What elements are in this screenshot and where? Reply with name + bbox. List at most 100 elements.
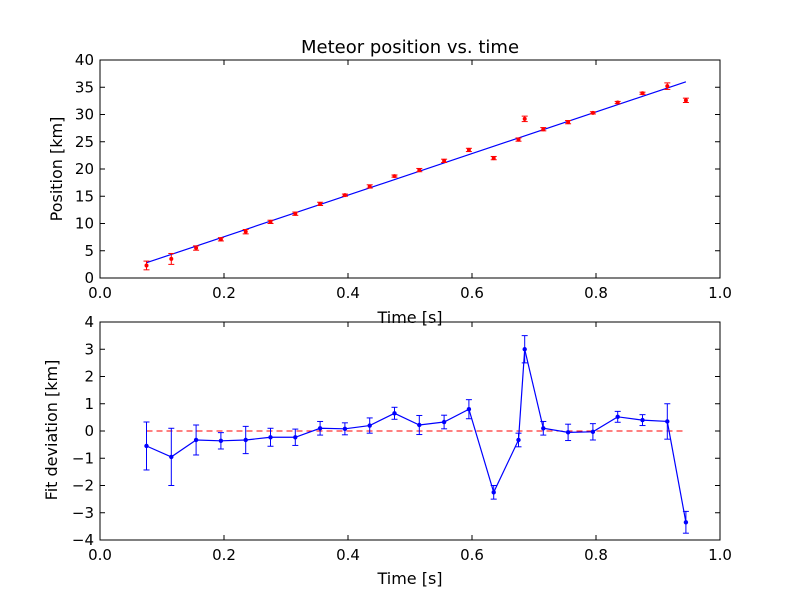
point-marker xyxy=(342,426,348,432)
ytick-label: −2 xyxy=(72,477,94,495)
point-marker xyxy=(441,419,447,425)
ytick-label: 2 xyxy=(84,368,94,386)
xtick-label: 0.0 xyxy=(88,284,112,302)
data-point xyxy=(465,399,472,420)
data-point xyxy=(682,97,689,104)
data-point xyxy=(242,425,249,455)
position-yticks: 0 5 10 15 20 25 30 35 40 xyxy=(75,51,720,287)
point-marker xyxy=(665,419,670,424)
data-point xyxy=(441,158,448,163)
data-point xyxy=(267,219,274,224)
data-point xyxy=(540,420,547,436)
xtick-label: 0.2 xyxy=(212,546,236,564)
point-marker xyxy=(491,490,496,495)
point-marker xyxy=(318,201,323,206)
point-marker xyxy=(683,98,688,103)
data-point xyxy=(292,211,299,216)
data-point xyxy=(614,410,621,423)
ytick-label: 40 xyxy=(75,51,94,69)
point-marker xyxy=(683,520,689,525)
point-marker xyxy=(466,147,471,152)
point-marker xyxy=(590,429,596,435)
data-point xyxy=(317,420,324,436)
ytick-label: 10 xyxy=(75,215,94,233)
data-point xyxy=(521,115,528,123)
point-marker xyxy=(169,256,174,261)
data-point xyxy=(217,432,224,450)
point-marker xyxy=(392,174,397,179)
ytick-label: 30 xyxy=(75,106,94,124)
ytick-label: 1 xyxy=(84,395,94,413)
position-xticks: 0.0 0.2 0.4 0.6 0.8 1.0 xyxy=(88,60,732,302)
data-point xyxy=(682,510,689,534)
data-point xyxy=(515,432,522,448)
point-marker xyxy=(194,246,199,251)
position-plot-ylabel: Position [km] xyxy=(47,117,66,222)
xtick-label: 0.4 xyxy=(336,546,360,564)
point-marker xyxy=(615,100,620,105)
data-point xyxy=(217,237,224,242)
ytick-label: −1 xyxy=(72,449,94,467)
ytick-label: −4 xyxy=(72,531,94,549)
point-marker xyxy=(522,116,527,121)
point-marker xyxy=(218,438,224,444)
point-marker xyxy=(317,426,323,431)
data-point xyxy=(366,184,373,189)
point-marker xyxy=(144,443,149,449)
point-marker xyxy=(367,423,372,428)
data-point xyxy=(242,228,249,235)
point-marker xyxy=(293,211,298,216)
ytick-label: 0 xyxy=(84,269,94,287)
point-marker xyxy=(466,407,472,412)
ytick-label: 35 xyxy=(75,78,94,96)
data-point xyxy=(317,201,324,207)
point-marker xyxy=(367,184,372,189)
ytick-label: 0 xyxy=(84,422,94,440)
deviation-plot-frame xyxy=(99,321,721,541)
data-point xyxy=(515,137,522,142)
point-marker xyxy=(169,454,174,460)
ytick-label: 4 xyxy=(84,313,94,331)
deviation-xticks: 0.0 0.2 0.4 0.6 0.8 1.0 xyxy=(88,322,732,564)
data-point xyxy=(341,193,348,198)
data-point xyxy=(540,127,547,132)
xtick-label: 0.0 xyxy=(88,546,112,564)
ytick-label: 25 xyxy=(75,133,94,151)
point-marker xyxy=(491,156,496,161)
point-marker xyxy=(218,237,223,242)
ytick-label: 3 xyxy=(84,340,94,358)
position-plot: Meteor position vs. time Time [s] Positi… xyxy=(47,37,732,327)
point-marker xyxy=(565,430,571,435)
data-point xyxy=(193,245,200,251)
deviation-line-layer xyxy=(146,349,687,523)
ytick-label: −3 xyxy=(72,504,94,522)
point-marker xyxy=(516,437,521,443)
point-marker xyxy=(442,158,447,163)
point-marker xyxy=(640,91,645,96)
data-point xyxy=(416,414,423,436)
xtick-label: 0.2 xyxy=(212,284,236,302)
point-marker xyxy=(144,263,149,268)
point-marker xyxy=(541,426,546,431)
ytick-label: 15 xyxy=(75,187,94,205)
point-marker xyxy=(193,437,199,443)
point-marker xyxy=(342,193,347,198)
data-point xyxy=(193,424,200,456)
point-marker xyxy=(640,417,645,423)
point-marker xyxy=(615,414,620,420)
data-point xyxy=(565,119,572,125)
xtick-label: 0.6 xyxy=(460,546,484,564)
deviation-plot-ylabel: Fit deviation [km] xyxy=(42,360,61,501)
point-marker xyxy=(590,110,595,115)
position-plot-xlabel: Time [s] xyxy=(376,308,442,327)
data-point xyxy=(267,427,274,447)
data-point xyxy=(391,174,398,179)
data-point xyxy=(143,260,150,271)
data-point xyxy=(589,423,596,441)
xtick-label: 0.4 xyxy=(336,284,360,302)
point-marker xyxy=(268,435,273,440)
data-point xyxy=(292,428,299,446)
deviation-points-layer xyxy=(143,335,689,534)
xtick-label: 0.6 xyxy=(460,284,484,302)
